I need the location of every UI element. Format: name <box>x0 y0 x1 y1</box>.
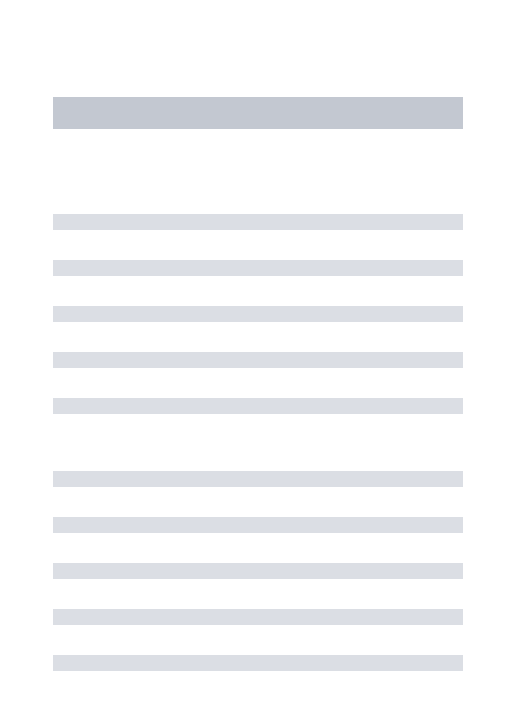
skeleton-header <box>53 97 463 129</box>
skeleton-line <box>53 352 463 368</box>
skeleton-line <box>53 306 463 322</box>
skeleton-line <box>53 214 463 230</box>
skeleton-line <box>53 398 463 414</box>
skeleton-line <box>53 655 463 671</box>
skeleton-line <box>53 260 463 276</box>
skeleton-line <box>53 563 463 579</box>
skeleton-line <box>53 609 463 625</box>
skeleton-line <box>53 517 463 533</box>
skeleton-line <box>53 471 463 487</box>
